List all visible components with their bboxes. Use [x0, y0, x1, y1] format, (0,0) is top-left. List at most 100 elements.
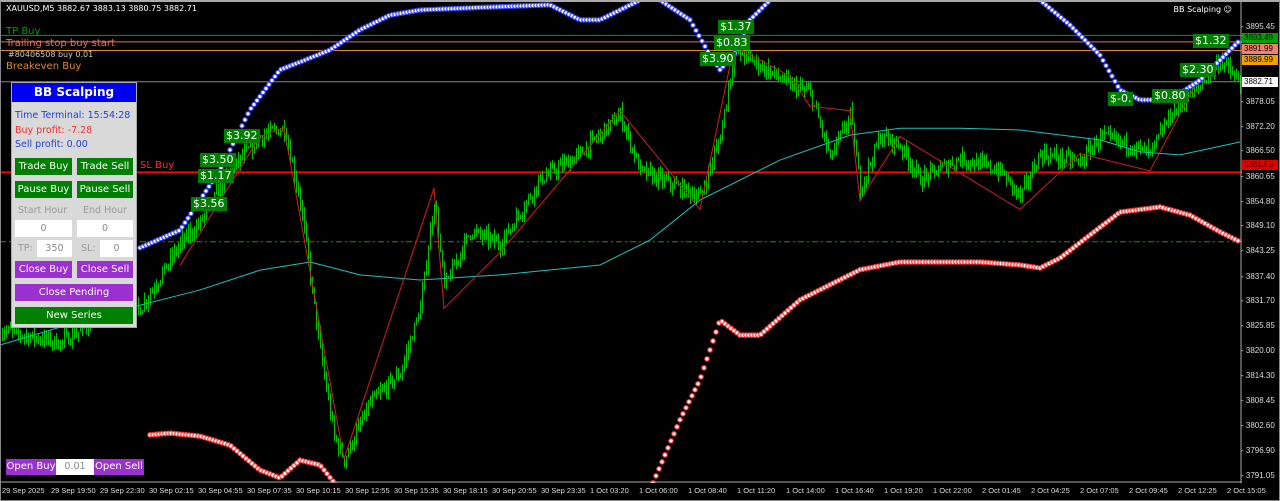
time-tick-label: 30 Sep 18:15 [443, 486, 488, 495]
upper-band-dot [254, 97, 260, 104]
profit-label: $0.83 [714, 36, 750, 50]
time-tick-label: 1 Oct 03:20 [590, 486, 629, 495]
sl-input[interactable]: 0 [100, 240, 133, 257]
open-buy-button[interactable]: Open Buy [6, 459, 56, 475]
lower-band-dot [695, 381, 701, 387]
price-tick-label: - 3802.60 [1241, 421, 1275, 431]
breakeven-price-tag: 3889.99 [1242, 55, 1278, 65]
tp-buy-label: TP Buy [6, 26, 41, 37]
upper-band-dot [179, 224, 185, 230]
buy-profit: Buy profit: -7.28 [15, 125, 93, 136]
price-chart[interactable] [0, 0, 1242, 483]
lower-band-dot [653, 473, 659, 479]
time-tick-label: 30 Sep 23:35 [541, 486, 586, 495]
time-tick-label: 1 Oct 11:20 [737, 486, 776, 495]
lower-band-dot [713, 329, 719, 335]
upper-band-dot [239, 123, 245, 129]
profit-label: $1.32 [1193, 34, 1229, 48]
lower-band-dot [662, 452, 668, 458]
bb-scalping-panel: BB Scalping Time Terminal: 15:54:28 Buy … [11, 82, 137, 328]
end-hour-label: End Hour [83, 205, 127, 216]
price-tick-label: - 3808.45 [1241, 396, 1275, 406]
lower-band-dot [689, 393, 695, 399]
profit-label: $0.80 [1152, 89, 1188, 103]
lot-input[interactable]: 0.01 [56, 459, 94, 475]
upper-band-dot [188, 210, 194, 217]
upper-band-dot [176, 227, 182, 234]
upper-band-dot [260, 89, 266, 96]
lower-band-dot [327, 474, 333, 481]
breakeven-label: Breakeven Buy [6, 61, 82, 72]
profit-label: $1.37 [718, 20, 754, 34]
upper-band-dot [185, 215, 191, 221]
pause-sell-button[interactable]: Pause Sell [77, 181, 133, 198]
time-tick-label: 30 Sep 02:15 [149, 486, 194, 495]
upper-band-dot [269, 77, 275, 84]
lower-band-dot [710, 338, 716, 344]
upper-band-dot [272, 73, 278, 80]
price-tick-label: - 3831.70 [1241, 296, 1275, 306]
lower-band-dot [668, 438, 674, 444]
upper-band-dot [263, 85, 269, 92]
moving-average-line [0, 127, 1241, 346]
upper-band-dot [1100, 57, 1106, 64]
tp-price-tag: 3893.49 [1242, 33, 1278, 43]
time-tick-label: 1 Oct 19:20 [884, 486, 923, 495]
time-tick-label: 2 Oct 15:05 [1227, 486, 1266, 495]
upper-band-dot [1109, 73, 1115, 79]
current-price-tag: 3882.71 [1242, 77, 1278, 87]
profit-label: $3.56 [191, 197, 227, 211]
time-tick-label: 30 Sep 20:55 [492, 486, 537, 495]
upper-band-dot [1103, 62, 1109, 69]
lower-band-dot [321, 467, 327, 473]
sl-buy-label: SL Buy [140, 160, 175, 171]
lower-band-dot [665, 445, 671, 451]
profit-label: $3.92 [224, 129, 260, 143]
close-buy-button[interactable]: Close Buy [15, 261, 72, 278]
open-sell-button[interactable]: Open Sell [94, 459, 144, 475]
upper-band-dot [203, 188, 209, 194]
indicator-tag: BB Scalping ☺ [1173, 5, 1232, 14]
close-pending-button[interactable]: Close Pending [15, 284, 133, 301]
time-tick-label: 2 Oct 04:25 [1031, 486, 1070, 495]
panel-title: BB Scalping [12, 83, 136, 102]
upper-band-dot [1235, 39, 1241, 45]
lower-band-dot [659, 459, 665, 465]
upper-band-dot [182, 219, 188, 226]
lower-band-dot [686, 399, 692, 405]
pause-buy-button[interactable]: Pause Buy [15, 181, 72, 198]
trade-buy-button[interactable]: Trade Buy [15, 158, 72, 175]
upper-band-dot [1097, 52, 1103, 58]
time-tick-label: 1 Oct 08:40 [688, 486, 727, 495]
close-sell-button[interactable]: Close Sell [77, 261, 133, 278]
profit-label: $1.17 [198, 169, 234, 183]
sl-label: SL: [81, 243, 96, 254]
order-label: #80406508 buy 0.01 [8, 50, 94, 59]
upper-band-dot [1115, 83, 1121, 90]
time-tick-label: 29 Sep 2025 [2, 486, 45, 495]
time-tick-label: 1 Oct 14:00 [786, 486, 825, 495]
tp-input[interactable]: 350 [37, 240, 72, 257]
new-series-button[interactable]: New Series [15, 307, 133, 324]
lower-band-dot [692, 387, 698, 393]
profit-label: $3.50 [200, 153, 236, 167]
price-tick-label: - 3825.85 [1241, 321, 1275, 331]
price-tick-label: - 3872.20 [1241, 121, 1275, 131]
upper-band-dot [1106, 68, 1112, 74]
time-tick-label: 30 Sep 04:55 [198, 486, 243, 495]
end-hour-input[interactable]: 0 [77, 220, 133, 237]
upper-band-dot [227, 147, 233, 153]
time-tick-label: 1 Oct 06:00 [639, 486, 678, 495]
upper-band-dot [702, 43, 708, 50]
start-hour-input[interactable]: 0 [15, 220, 72, 237]
tp-label: TP: [18, 243, 33, 254]
upper-band-dot [690, 22, 696, 28]
symbol-info: XAUUSD,M5 3882.67 3883.13 3880.75 3882.7… [6, 4, 197, 13]
lower-band-dot [707, 347, 713, 353]
trade-sell-button[interactable]: Trade Sell [77, 158, 133, 175]
upper-band-dot [206, 183, 212, 190]
time-tick-label: 30 Sep 10:15 [296, 486, 341, 495]
price-tick-label: - 3820.00 [1241, 346, 1275, 356]
upper-band-dot [699, 38, 705, 44]
sl-price-tag: 3861.65 [1242, 160, 1278, 170]
